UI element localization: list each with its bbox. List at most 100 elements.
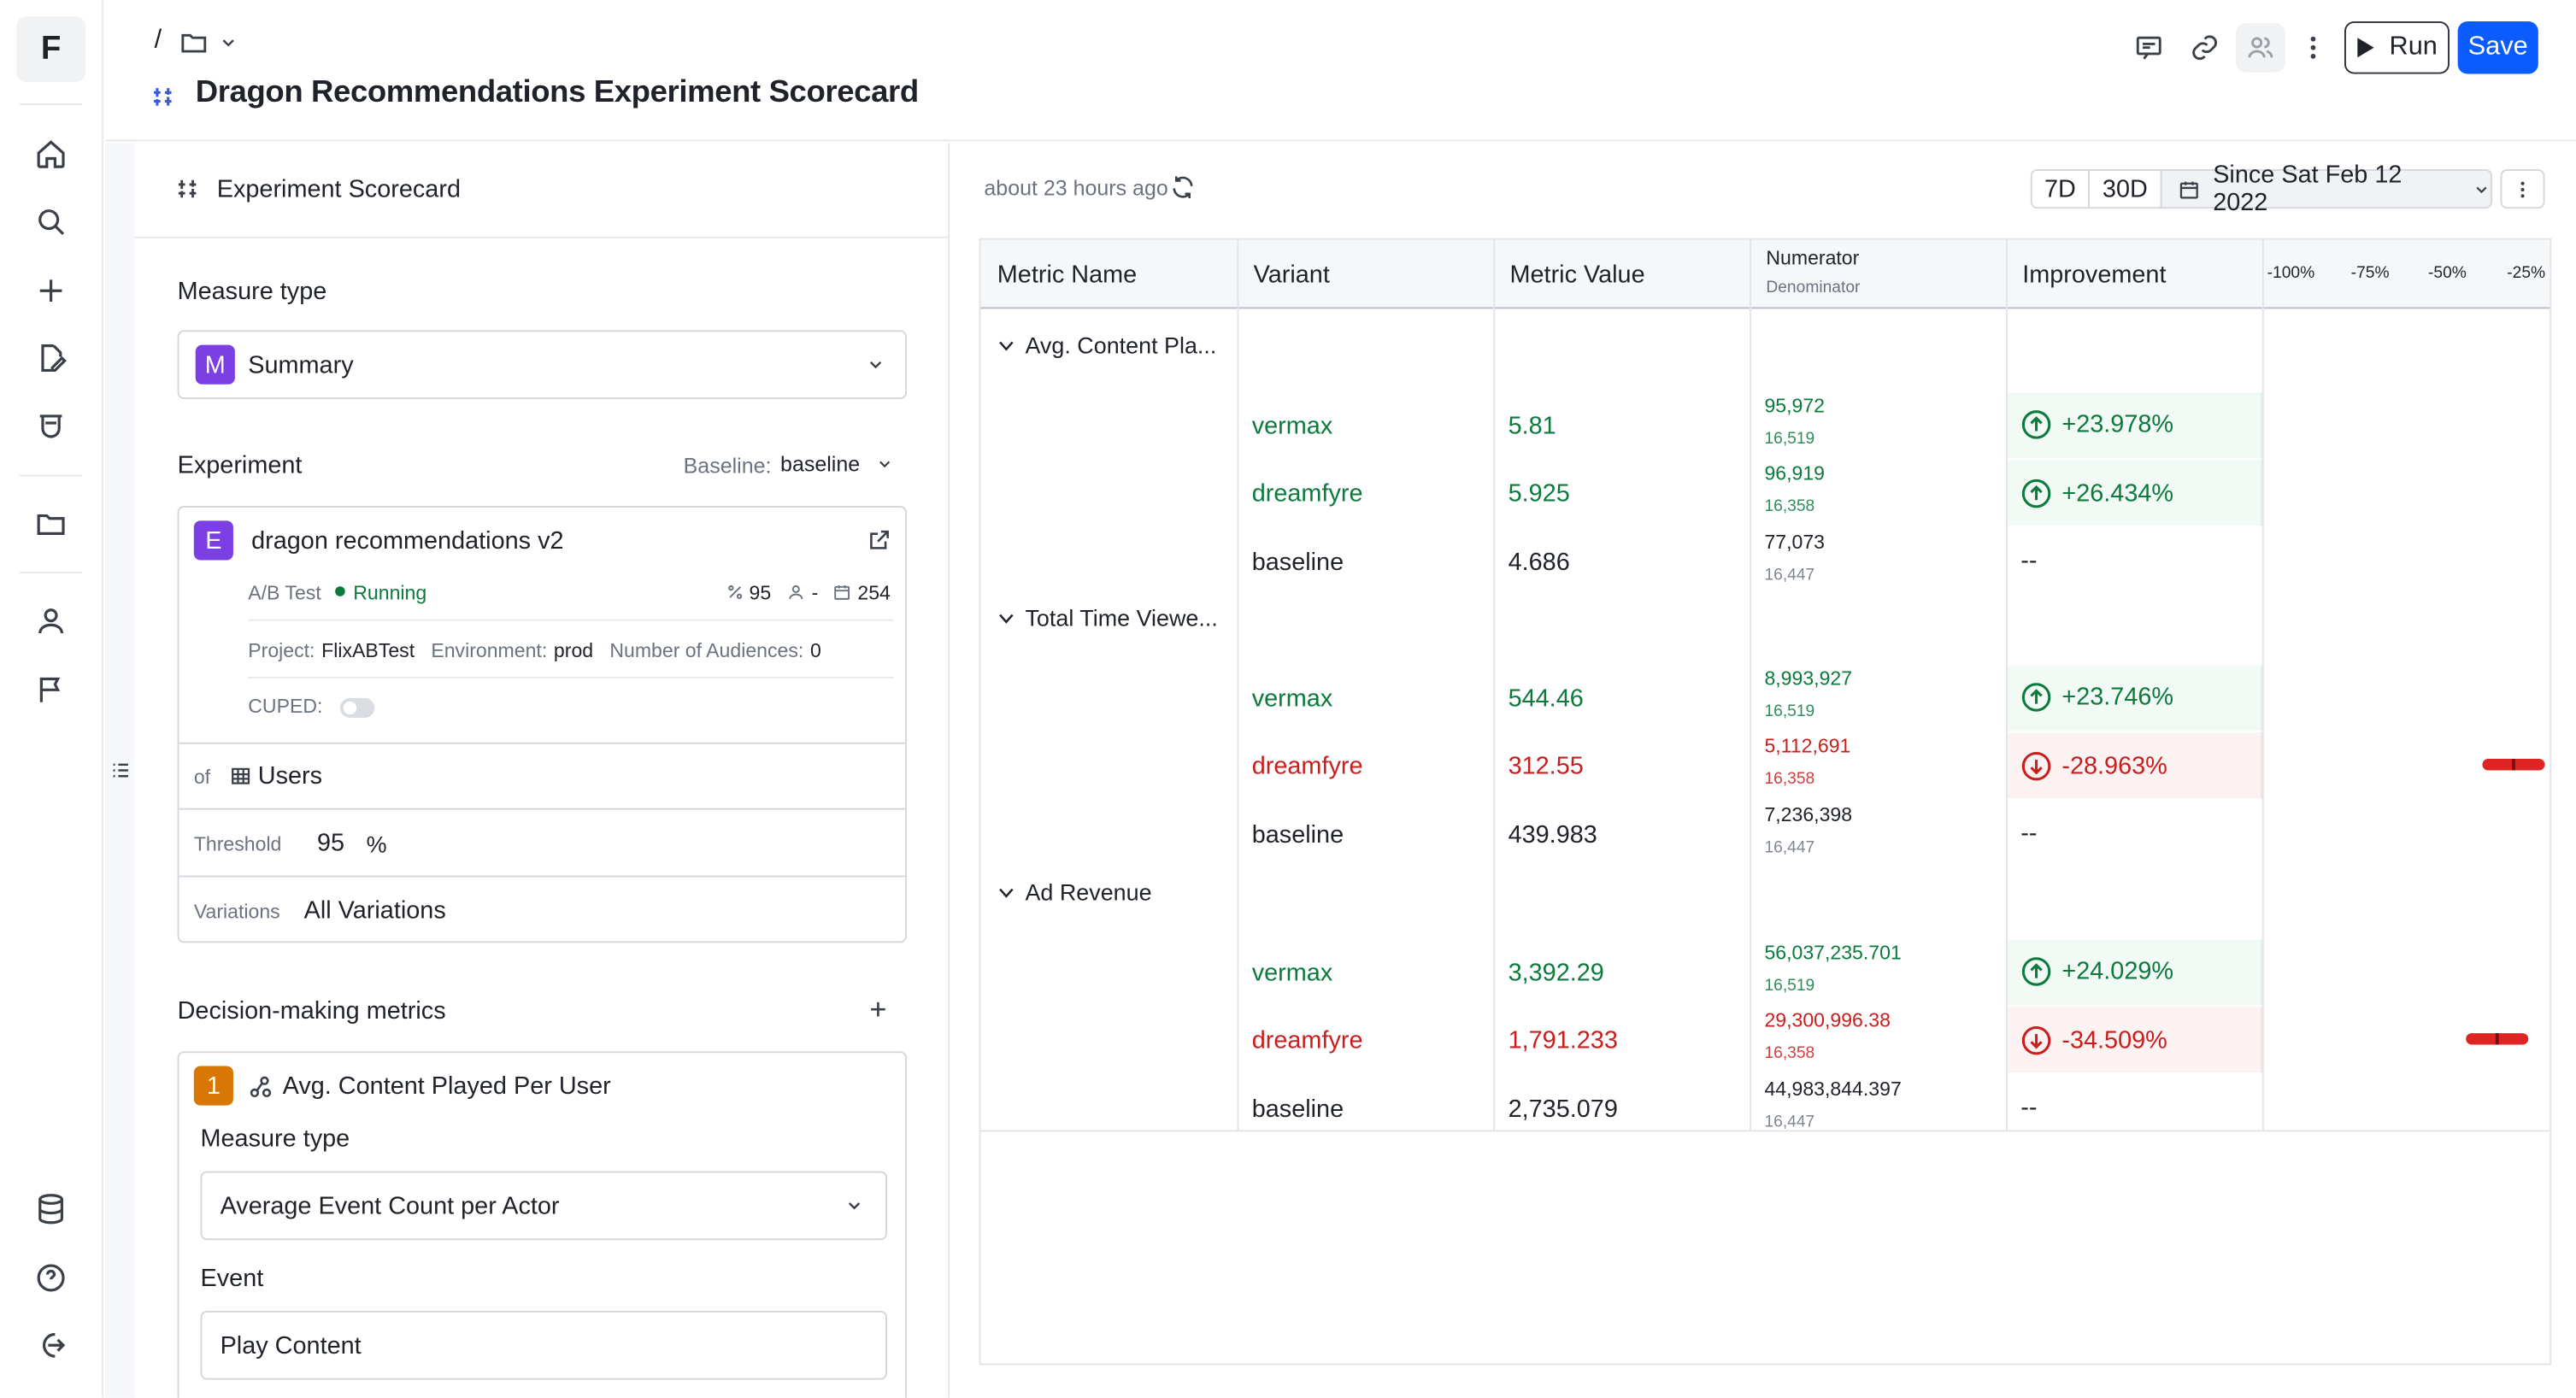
lab-flask-icon[interactable] <box>32 408 71 447</box>
improvement-value: +23.978% <box>2061 410 2174 439</box>
breadcrumb-folder[interactable] <box>179 28 238 58</box>
improvement-value: -34.509% <box>2061 1025 2167 1054</box>
measure-type-select[interactable]: M Summary <box>177 330 908 400</box>
baseline-select[interactable]: baseline <box>780 451 894 477</box>
numerator-value: 29,300,996.38 <box>1764 1008 1891 1032</box>
event-input[interactable]: Play Content <box>200 1310 887 1380</box>
date-range-value: Since Sat Feb 12 2022 <box>2213 161 2403 217</box>
metric-group-toggle[interactable]: Total Time Viewe... <box>996 604 1218 631</box>
denominator-value: 16,447 <box>1764 566 1815 584</box>
improvement-cell: +23.978% <box>2007 391 2262 458</box>
event-label: Event <box>200 1265 264 1293</box>
experiment-name[interactable]: dragon recommendations v2 <box>251 527 564 555</box>
date-range-select[interactable]: Since Sat Feb 12 2022 <box>2160 161 2492 217</box>
numerator-value: 95,972 <box>1764 393 1825 417</box>
numerator-value: 56,037,235.701 <box>1764 940 1902 964</box>
confidence-interval-bar <box>2465 1033 2528 1045</box>
col-denominator: Denominator <box>1766 279 1861 297</box>
experiment-label: Experiment <box>177 451 303 480</box>
metric-group-toggle[interactable]: Ad Revenue <box>996 878 1152 905</box>
audiences-value: 0 <box>810 638 821 662</box>
numerator-value: 5,112,691 <box>1764 734 1851 758</box>
add-metric-icon[interactable] <box>867 999 889 1020</box>
table-header <box>980 239 2550 309</box>
environment-label: Environment: <box>431 638 548 662</box>
variant-name: dreamfyre <box>1251 1026 1363 1055</box>
results-panel: about 23 hours ago 7D 30D Since Sat Feb … <box>950 143 2576 1398</box>
experiment-card: E dragon recommendations v2 A/B Test Run… <box>177 506 908 943</box>
axis-tick: -25% <box>2507 264 2546 283</box>
rail-divider <box>20 103 83 106</box>
table-icon <box>230 766 251 787</box>
experiment-pct: 95 <box>749 581 772 605</box>
play-icon <box>2356 36 2376 59</box>
metric-value: 2,735.079 <box>1508 1095 1618 1124</box>
metric-measure-type-select[interactable]: Average Event Count per Actor <box>200 1171 887 1241</box>
home-icon[interactable] <box>32 135 71 174</box>
variant-name: dreamfyre <box>1251 479 1363 508</box>
col-metric-value: Metric Value <box>1509 261 1645 290</box>
numerator-value: 8,993,927 <box>1764 666 1853 690</box>
list-toggle-icon[interactable] <box>110 761 132 780</box>
arrow-up-circle-icon <box>2020 956 2052 988</box>
edit-document-icon[interactable] <box>32 338 71 378</box>
threshold-input[interactable]: 95 <box>316 829 345 858</box>
arrow-down-circle-icon <box>2020 750 2052 782</box>
axis-tick: -75% <box>2350 264 2390 283</box>
chevron-down-icon <box>996 334 1017 355</box>
nav-rail: F <box>0 0 104 1398</box>
user-icon[interactable] <box>32 602 71 641</box>
chevron-down-icon <box>876 455 894 473</box>
experiment-type: A/B Test <box>248 581 321 605</box>
table-end <box>980 1130 2550 1132</box>
save-button[interactable]: Save <box>2457 21 2538 74</box>
results-more-button[interactable] <box>2500 168 2545 209</box>
numerator-value: 7,236,398 <box>1764 802 1853 826</box>
threshold-unit: % <box>366 831 387 858</box>
external-link-icon[interactable] <box>866 527 892 554</box>
chevron-down-icon <box>2473 179 2491 197</box>
last-updated: about 23 hours ago <box>984 175 1168 201</box>
panel-title: Experiment Scorecard <box>216 175 461 204</box>
share-users-button[interactable] <box>2236 22 2285 73</box>
denominator-value: 16,358 <box>1764 770 1815 790</box>
point-estimate-marker <box>2512 759 2516 771</box>
measure-type-label: Measure type <box>177 277 327 306</box>
link-icon[interactable] <box>2190 32 2220 62</box>
metric-group-toggle[interactable]: Avg. Content Pla... <box>996 332 1216 358</box>
variant-name: vermax <box>1251 958 1333 987</box>
range-30d-button[interactable]: 30D <box>2088 168 2162 209</box>
metric-name: Avg. Content Played Per User <box>282 1072 611 1101</box>
calendar-icon <box>833 583 851 601</box>
refresh-icon[interactable] <box>1170 174 1197 201</box>
page-header: / Dragon Recommendations Experiment Scor… <box>105 0 2576 142</box>
more-vertical-icon[interactable] <box>2298 32 2328 62</box>
help-icon[interactable] <box>32 1258 71 1297</box>
metric-value: 5.925 <box>1508 479 1570 508</box>
users-icon <box>2246 32 2276 62</box>
logout-icon[interactable] <box>32 1325 71 1365</box>
denominator-value: 16,358 <box>1764 1044 1815 1064</box>
improvement-value: +23.746% <box>2061 683 2174 712</box>
config-panel: Experiment Scorecard Measure type M Summ… <box>134 143 950 1398</box>
folder-icon[interactable] <box>32 504 71 543</box>
search-icon[interactable] <box>32 202 71 241</box>
flag-icon[interactable] <box>32 670 71 709</box>
of-label: of <box>193 765 211 789</box>
range-7d-button[interactable]: 7D <box>2030 168 2091 209</box>
divider <box>248 676 894 678</box>
comment-icon[interactable] <box>2134 32 2164 62</box>
run-button[interactable]: Run <box>2344 21 2450 74</box>
database-icon[interactable] <box>32 1189 71 1229</box>
cuped-toggle[interactable] <box>339 697 375 719</box>
variations-value[interactable]: All Variations <box>303 896 446 925</box>
variant-name: baseline <box>1251 1095 1344 1124</box>
unit-of-analysis[interactable]: Users <box>257 761 323 790</box>
panel-gutter <box>105 143 135 1398</box>
app-logo[interactable]: F <box>16 16 85 83</box>
baseline-value: baseline <box>780 451 861 477</box>
metric-value: 312.55 <box>1508 752 1584 781</box>
divider <box>179 808 906 810</box>
col-divider <box>1750 239 1752 1131</box>
plus-icon[interactable] <box>32 271 71 310</box>
